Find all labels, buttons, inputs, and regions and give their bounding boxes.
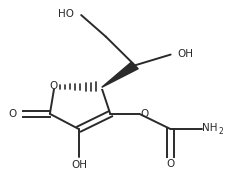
Text: O: O xyxy=(166,159,175,169)
Text: O: O xyxy=(49,81,57,91)
Text: O: O xyxy=(140,109,149,119)
Text: 2: 2 xyxy=(218,127,223,136)
Text: OH: OH xyxy=(177,49,193,59)
Text: NH: NH xyxy=(202,123,217,133)
Text: O: O xyxy=(8,109,16,119)
Polygon shape xyxy=(102,62,138,87)
Text: HO: HO xyxy=(58,9,74,19)
Text: OH: OH xyxy=(71,160,87,170)
